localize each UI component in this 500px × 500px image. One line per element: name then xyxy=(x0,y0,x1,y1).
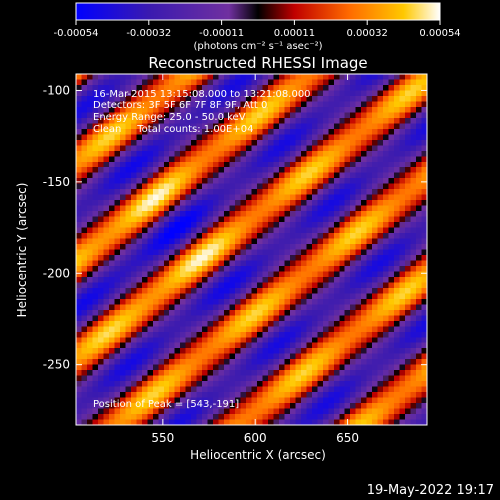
x-tick-label: 550 xyxy=(151,431,174,445)
annotation-peak: Position of Peak = [543,-191] xyxy=(93,399,239,410)
y-tick-label: -100 xyxy=(43,83,70,97)
y-tick-label: -200 xyxy=(43,266,70,280)
colorbar-unit-label: (photons cm⁻² s⁻¹ asec⁻²) xyxy=(193,41,322,52)
colorbar-ticks: -0.00054 -0.00032 -0.00011 0.00011 0.00032 0.… xyxy=(54,20,461,39)
colorbar xyxy=(76,3,440,20)
x-axis-label: Heliocentric X (arcsec) xyxy=(190,448,326,462)
colorbar-tick-label: 0.00032 xyxy=(347,28,388,39)
y-tick-label: -250 xyxy=(43,358,70,372)
annotation-method: Clean Total counts: 1.00E+04 xyxy=(93,124,253,135)
colorbar-frame xyxy=(75,2,441,21)
x-axis-ticks: 550 600 650 xyxy=(151,74,359,445)
colorbar-tick-label: -0.00032 xyxy=(126,28,171,39)
chart-title: Reconstructed RHESSI Image xyxy=(148,54,367,72)
annotation-detectors: Detectors: 3F 5F 6F 7F 8F 9F, Att 0 xyxy=(93,100,267,111)
colorbar-tick-label: 0.00011 xyxy=(274,28,315,39)
colorbar-tick-label: 0.00054 xyxy=(419,28,460,39)
footer-date: 19-May-2022 19:17 xyxy=(367,483,494,498)
annotation-time-range: 16-Mar-2015 13:15:08.000 to 13:21:08.000 xyxy=(93,89,311,100)
x-tick-label: 600 xyxy=(244,431,267,445)
plot-frame xyxy=(75,73,428,426)
y-axis-label: Heliocentric Y (arcsec) xyxy=(15,183,29,318)
y-tick-label: -150 xyxy=(43,175,70,189)
colorbar-tick-label: -0.00011 xyxy=(199,28,244,39)
colorbar-tick-label: -0.00054 xyxy=(54,28,99,39)
heatmap-image xyxy=(76,74,427,425)
heatmap-raster xyxy=(76,74,427,425)
annotation-energy-range: Energy Range: 25.0 - 50.0 keV xyxy=(93,112,246,123)
x-tick-label: 650 xyxy=(336,431,359,445)
y-axis-ticks: -100 -150 -200 -250 xyxy=(43,83,427,372)
